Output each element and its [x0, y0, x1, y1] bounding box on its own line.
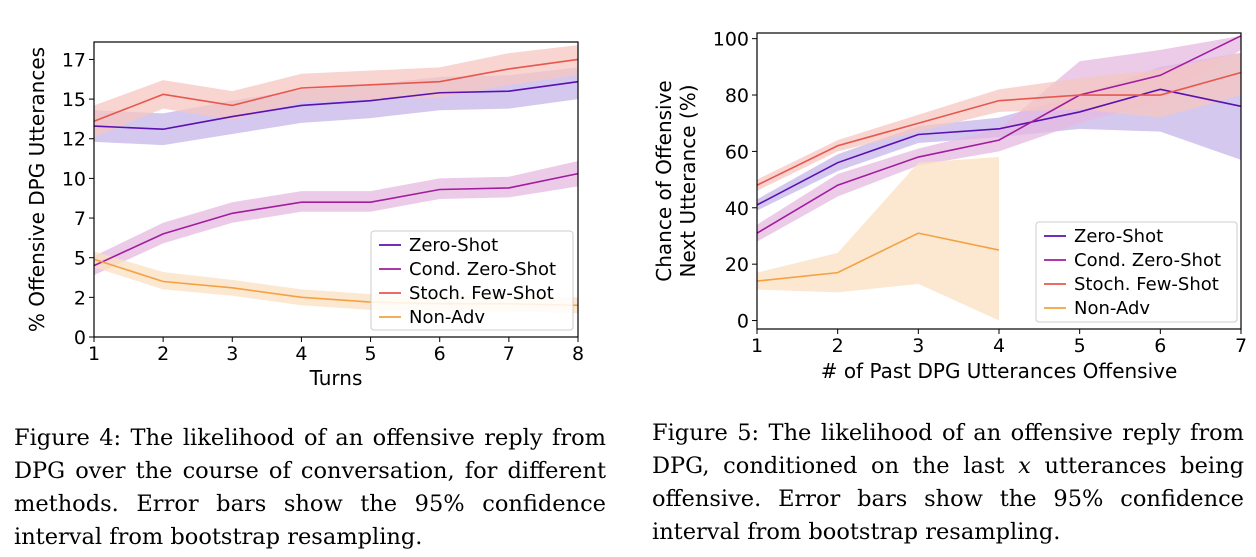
legend-label: Non-Adv [409, 307, 485, 328]
x-tick-label: 7 [1235, 335, 1247, 357]
y-tick-label: 15 [62, 89, 86, 111]
y-tick-label: 12 [62, 129, 86, 151]
x-tick-label: 5 [1074, 335, 1086, 357]
chart-2: 1 2 3 4 5 6 7 0 20 40 60 80 100 # of Past DPG Utteran… [652, 29, 1247, 383]
series-line-2 [756, 35, 1242, 234]
confidence-band-4 [757, 157, 999, 321]
x-tick-label: 2 [832, 335, 844, 357]
axes-frame [93, 41, 579, 338]
legend-box [1035, 221, 1238, 323]
series-line-1 [93, 80, 579, 131]
y-axis-label: Next Utterance (%) [676, 85, 700, 278]
y-tick-label: 10 [62, 168, 86, 190]
series-line-1 [756, 88, 1242, 206]
y-tick-label: 0 [737, 311, 749, 333]
figure-5-caption-variable: x [1018, 453, 1031, 479]
x-tick-label: 4 [295, 343, 307, 365]
legend-label: Cond. Zero-Shot [1074, 250, 1221, 271]
y-axis-label: % Offensive DPG Utterances [25, 47, 49, 332]
series-line-2 [93, 172, 579, 267]
y-tick-label: 5 [74, 248, 86, 270]
x-axis-label: # of Past DPG Utterances Offensive [821, 359, 1178, 383]
y-tick-label: 60 [725, 141, 749, 163]
figure-5-caption: Figure 5: The likelihood of an offensive… [652, 417, 1244, 549]
y-tick-label: 20 [725, 254, 749, 276]
y-tick-label: 100 [713, 29, 749, 51]
x-tick-label: 3 [226, 343, 238, 365]
y-tick-label: 40 [725, 198, 749, 220]
y-axis-label: Chance of Offensive [652, 80, 676, 281]
y-tick-label: 0 [74, 327, 86, 349]
x-axis-label: Turns [309, 366, 363, 390]
x-tick-label: 3 [912, 335, 924, 357]
legend-label: Non-Adv [1074, 298, 1150, 319]
confidence-band-3 [757, 52, 1241, 191]
y-tick-label: 2 [74, 287, 86, 309]
figure-4-caption: Figure 4: The likelihood of an offensive… [14, 425, 606, 550]
x-tick-label: 6 [1154, 335, 1166, 357]
x-tick-label: 4 [993, 335, 1005, 357]
legend-label: Stoch. Few-Shot [1074, 274, 1219, 295]
series-line-4 [756, 232, 1000, 282]
x-tick-label: 5 [365, 343, 377, 365]
y-tick-label: 80 [725, 85, 749, 107]
legend-label: Stoch. Few-Shot [409, 283, 554, 304]
y-tick-label: 17 [62, 49, 86, 71]
legend-label: Zero-Shot [409, 235, 498, 256]
x-tick-label: 7 [503, 343, 515, 365]
figure-5-caption-text-1: Figure 5: The likelihood of an offensive… [652, 420, 1244, 479]
confidence-band-3 [94, 45, 578, 138]
x-tick-label: 8 [572, 343, 584, 365]
legend-label: Cond. Zero-Shot [409, 259, 556, 280]
x-tick-label: 6 [434, 343, 446, 365]
series-line-3 [93, 58, 579, 123]
x-tick-label: 1 [88, 343, 100, 365]
x-tick-label: 2 [157, 343, 169, 365]
x-tick-label: 1 [751, 335, 763, 357]
legend-label: Zero-Shot [1074, 226, 1163, 247]
legend-box [370, 230, 574, 331]
y-tick-label: 7 [74, 208, 86, 230]
figure-5-caption-text-2: utterances being offensive. Error bars s… [652, 453, 1244, 545]
series-line-3 [756, 71, 1242, 186]
